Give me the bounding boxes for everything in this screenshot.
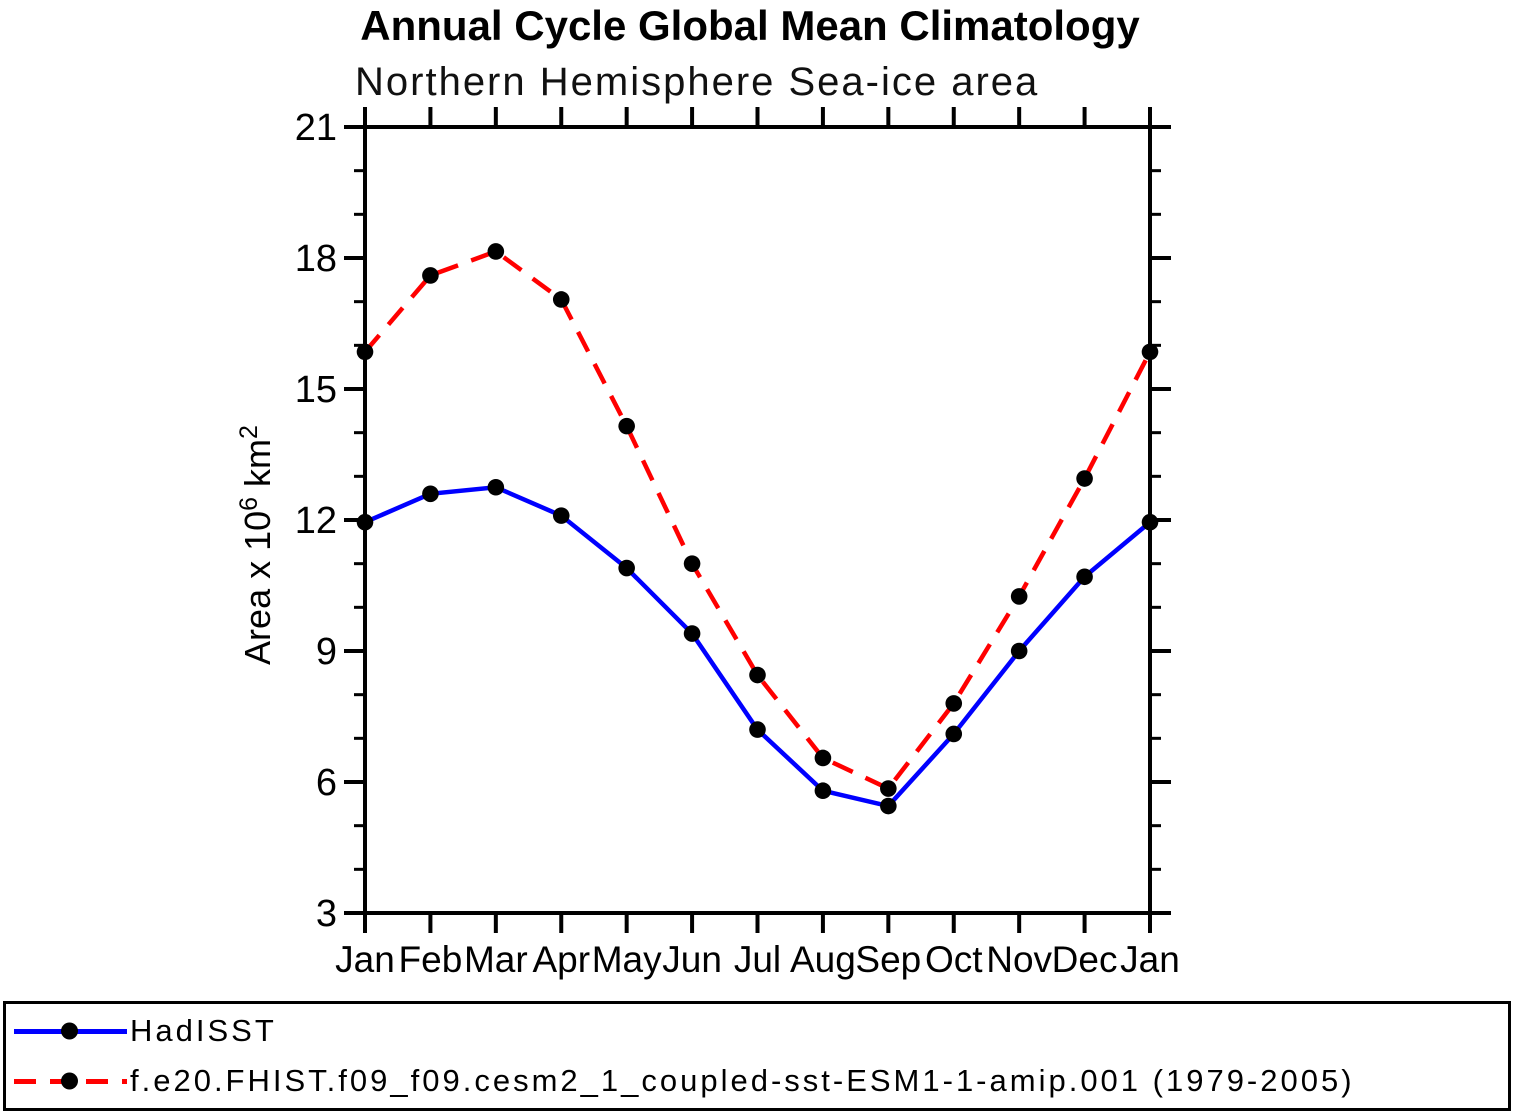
y-tick-label: 18 [295,238,337,280]
x-tick-label: Oct [925,939,983,980]
series-line-1 [363,248,1152,792]
legend-line-sample-dashed [14,1072,127,1090]
y-axis-title: Area x 106 km2 [235,425,278,665]
data-point [814,749,832,767]
x-tick-label: Mar [464,939,528,980]
data-point [1010,588,1028,605]
x-tick-label: Jan [1120,939,1180,980]
x-tick-label: Jan [335,939,395,980]
data-point [1076,470,1093,487]
y-tick-label: 9 [316,631,337,673]
data-point [814,782,832,800]
legend-marker-dot [61,1072,78,1090]
chart-subtitle: Northern Hemisphere Sea-ice area [355,60,1040,104]
data-point [618,559,635,577]
data-point [1141,343,1159,361]
legend-row-hadisst: HadISST [6,1006,1508,1056]
x-tick-label: Apr [532,939,590,980]
x-tick-label: Feb [399,939,463,980]
data-point [552,507,570,524]
legend-marker-dot [61,1022,78,1040]
plot-box [363,125,1152,915]
legend-row-cesm: f.e20.FHIST.f09_f09.cesm2_1_coupled-sst-… [6,1056,1508,1106]
data-point [880,797,897,815]
y-tick-label: 6 [316,762,337,804]
legend-label-hadisst: HadISST [130,1013,277,1048]
x-tick-label: Nov [986,939,1052,980]
data-point [880,780,897,797]
x-tick-label: Jun [662,939,722,980]
data-point [356,343,374,361]
data-point [487,243,505,260]
data-point [356,513,374,531]
x-tick-label: May [592,939,662,980]
x-tick-label: Dec [1052,939,1118,980]
data-point [749,721,766,738]
legend-line-sample-solid [14,1022,127,1040]
data-point [945,695,963,712]
data-point [683,555,701,572]
data-point [749,666,766,684]
x-tick-label: Sep [855,939,921,980]
legend-box: HadISST f.e20.FHIST.f09_f09.cesm2_1_coup… [3,1001,1511,1111]
y-tick-label: 21 [295,107,337,149]
chart-title: Annual Cycle Global Mean Climatology [360,2,1140,49]
data-point [618,417,635,435]
data-point [1076,568,1093,586]
legend-label-cesm: f.e20.FHIST.f09_f09.cesm2_1_coupled-sst-… [130,1063,1355,1098]
data-point [422,267,439,284]
x-tick-label: Aug [790,939,856,980]
data-point [1010,642,1028,660]
data-point [552,291,570,308]
data-point [487,478,505,496]
y-tick-label: 15 [295,369,337,411]
y-tick-label: 3 [316,893,337,935]
data-point [945,725,963,743]
data-point [683,625,701,642]
data-point [422,485,439,503]
series-line-0 [364,484,1152,809]
data-point [1141,513,1159,531]
y-tick-label: 12 [295,500,337,542]
x-tick-label: Jul [734,939,781,980]
